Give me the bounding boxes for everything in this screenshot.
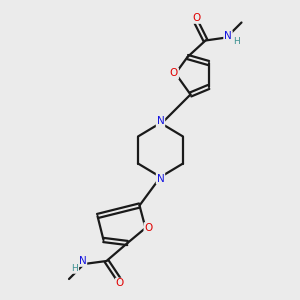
- Text: O: O: [144, 223, 153, 233]
- Text: N: N: [157, 173, 164, 184]
- Text: O: O: [170, 68, 178, 79]
- Text: H: H: [72, 264, 78, 273]
- Text: N: N: [157, 116, 164, 127]
- Text: H: H: [234, 38, 240, 46]
- Text: O: O: [116, 278, 124, 289]
- Text: N: N: [224, 31, 232, 41]
- Text: N: N: [79, 256, 86, 266]
- Text: O: O: [192, 13, 201, 23]
